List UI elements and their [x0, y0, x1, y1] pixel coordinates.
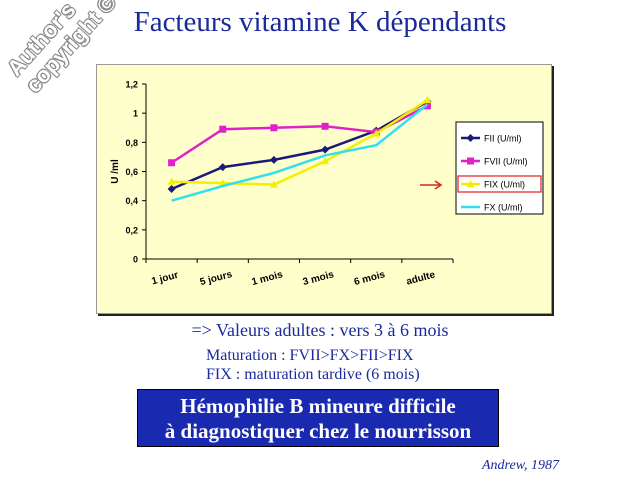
x-tick-label: 6 mois: [353, 269, 387, 288]
legend-entry: FVII (U/ml): [484, 157, 528, 167]
y-tick-label: 1: [133, 109, 138, 119]
callout-box: Hémophilie B mineure difficile à diagnos…: [137, 389, 499, 447]
legend-entry: FX (U/ml): [484, 203, 523, 213]
legend-entry: FII (U/ml): [484, 134, 522, 144]
citation: Andrew, 1987: [482, 458, 559, 473]
data-point: [321, 145, 330, 154]
x-tick-label: 3 mois: [302, 269, 336, 288]
y-axis-label: U /ml: [110, 159, 121, 184]
y-tick-label: 0,4: [125, 196, 138, 206]
data-point: [321, 122, 329, 130]
callout-line-2: à diagnostiquer chez le nourrisson: [164, 419, 472, 443]
data-point: [269, 155, 278, 164]
data-point: [218, 163, 227, 172]
legend-marker: [467, 157, 474, 165]
series-line-0: [171, 100, 429, 191]
data-point: [168, 159, 176, 167]
slide-title: Facteurs vitamine K dépendants: [133, 6, 507, 38]
data-point: [270, 124, 278, 132]
legend-marker: [466, 134, 475, 142]
data-point: [219, 125, 227, 133]
series-line-2: [171, 98, 429, 186]
chart-panel: 0 0,2 0,4 0,6 0,8 1 1,2 U /ml 1 jour 5 jours 1 moi…: [96, 64, 552, 314]
x-tick-label: adulte: [405, 269, 437, 287]
x-tick-label: 5 jours: [199, 269, 234, 288]
legend-entry: FIX (U/ml): [484, 180, 525, 190]
summary-text: => Valeurs adultes : vers 3 à 6 mois: [191, 320, 449, 340]
legend-marker: [466, 180, 475, 187]
y-tick-label: 0,6: [125, 167, 138, 177]
y-tick-label: 1,2: [125, 80, 138, 90]
data-point: [423, 96, 432, 104]
data-point: [167, 177, 176, 185]
y-tick-label: 0: [133, 255, 138, 265]
data-point: [167, 185, 176, 193]
y-tick-label: 0,2: [125, 225, 138, 235]
maturation-note: Maturation : FVII>FX>FII>FIX: [206, 347, 414, 364]
x-tick-label: 1 mois: [251, 269, 285, 288]
data-point: [372, 129, 381, 137]
data-point: [321, 157, 330, 165]
line-chart: 0 0,2 0,4 0,6 0,8 1 1,2 U /ml 1 jour 5 jours 1 moi…: [110, 80, 544, 288]
x-tick-label: 1 jour: [150, 270, 179, 288]
series-line-3: [171, 103, 429, 202]
highlight-arrow-head: [434, 180, 443, 190]
callout-line-1: Hémophilie B mineure difficile: [180, 394, 456, 418]
legend-highlight-box: [457, 175, 542, 193]
fix-note: FIX : maturation tardive (6 mois): [206, 366, 420, 383]
y-tick-label: 0,8: [125, 138, 138, 148]
data-point: [269, 180, 278, 188]
